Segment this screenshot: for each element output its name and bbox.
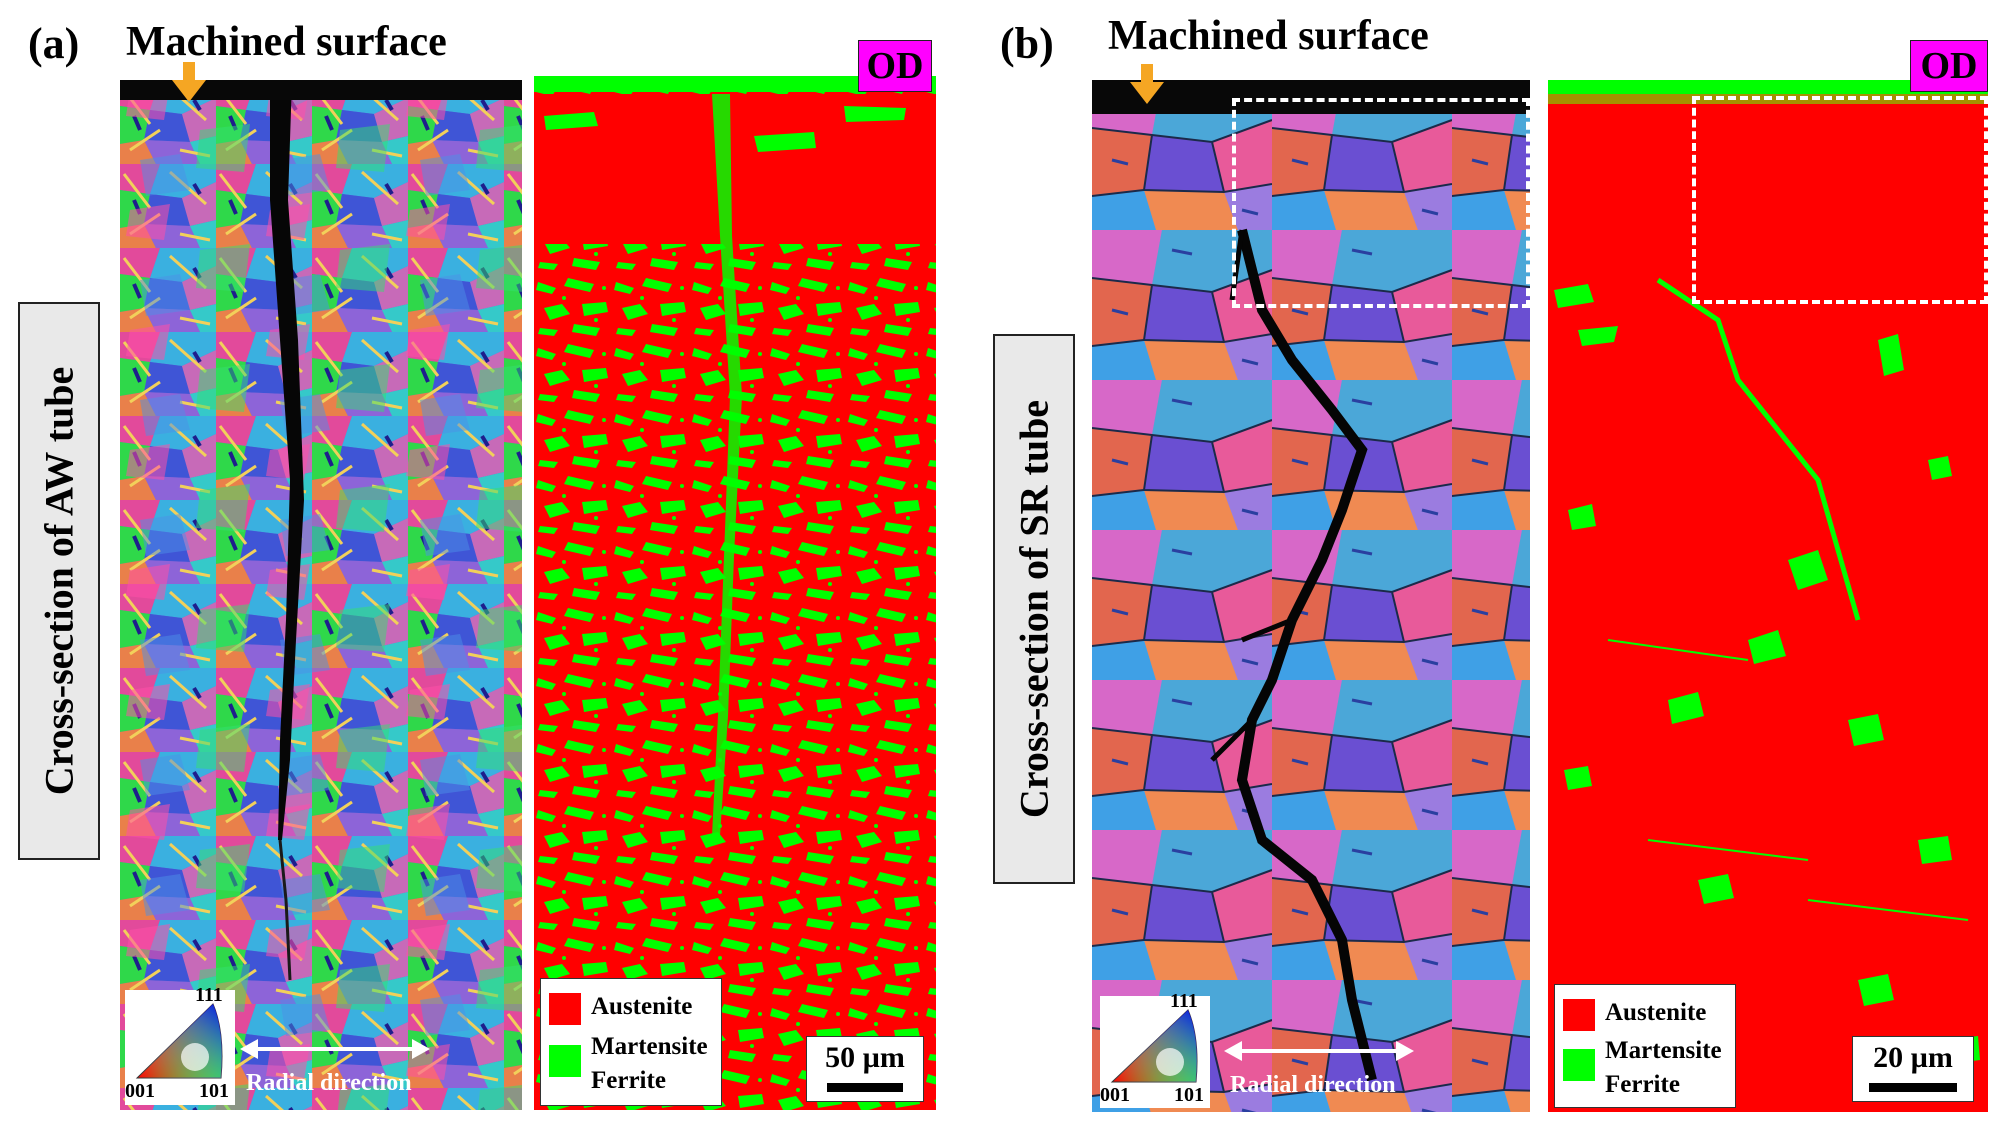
panel-a-letter: (a) bbox=[28, 19, 80, 68]
panel-a-phase-map bbox=[534, 76, 936, 1110]
panel-b-side-label: Cross-section of SR tube bbox=[1011, 399, 1057, 819]
panel-b-ipf-key: 111 001 101 bbox=[1100, 990, 1210, 1108]
panel-a-side-label: Cross-section of AW tube bbox=[36, 366, 82, 796]
panel-a-scale-line bbox=[827, 1083, 903, 1092]
panel-a-ipf-111: 111 bbox=[195, 984, 223, 1006]
panel-a-ipf-map-graphic bbox=[120, 80, 522, 1110]
panel-b-legend-austenite-swatch bbox=[1563, 999, 1595, 1031]
panel-a-legend-austenite: Austenite bbox=[591, 993, 693, 1020]
panel-a-legend-martensite-swatch bbox=[549, 1045, 581, 1077]
panel-a-legend-austenite-swatch bbox=[549, 993, 581, 1025]
panel-b-title: Machined surface bbox=[1108, 13, 1429, 59]
panel-a-ipf-map bbox=[120, 80, 522, 1110]
panel-a-ipf-key: 111 001 101 bbox=[125, 984, 235, 1105]
panel-a-legend-martensite: Martensite bbox=[591, 1033, 708, 1060]
panel-a-ipf-101: 101 bbox=[199, 1080, 229, 1102]
panel-b-ipf-111: 111 bbox=[1170, 990, 1198, 1012]
panel-b-scale-line bbox=[1869, 1083, 1957, 1092]
panel-b-scale-bar: 20 µm bbox=[1852, 1036, 1974, 1102]
panel-b-ipf-101: 101 bbox=[1174, 1084, 1204, 1106]
panel-a-scale-label: 50 µm bbox=[825, 1041, 905, 1074]
panel-b-side-label-box: Cross-section of SR tube bbox=[993, 334, 1075, 884]
panel-b-ipf-001: 001 bbox=[1100, 1084, 1130, 1106]
panel-a-radial-label: Radial direction bbox=[246, 1070, 412, 1096]
panel-b-scale-label: 20 µm bbox=[1873, 1041, 1953, 1074]
panel-b-surface-arrow-icon bbox=[1130, 64, 1164, 104]
panel-a-ipf-001: 001 bbox=[125, 1080, 155, 1102]
panel-b-phase-map-graphic bbox=[1548, 80, 1988, 1112]
panel-b-ipf-triangle-icon bbox=[1110, 1009, 1198, 1083]
panel-a-od-badge: OD bbox=[858, 40, 932, 92]
panel-b-ipf-map bbox=[1092, 80, 1530, 1112]
panel-b-phase-map bbox=[1548, 80, 1988, 1112]
panel-b-legend-martensite: Martensite bbox=[1605, 1037, 1722, 1064]
panel-a-scale-bar: 50 µm bbox=[806, 1036, 924, 1102]
panel-b-radial-arrow-icon bbox=[1224, 1041, 1414, 1061]
panel-b-od-badge: OD bbox=[1910, 40, 1988, 92]
panel-a-phase-legend: Austenite Martensite Ferrite bbox=[540, 978, 722, 1106]
panel-a-title: Machined surface bbox=[126, 19, 447, 65]
panel-a-phase-map-graphic bbox=[534, 76, 936, 1110]
panel-a-radial-arrow-icon bbox=[240, 1039, 430, 1059]
panel-b-phase-highlight-box bbox=[1692, 96, 1988, 304]
panel-b-ipf-map-graphic bbox=[1092, 80, 1530, 1112]
panel-b-surface-band bbox=[1092, 80, 1530, 114]
panel-a-legend-ferrite: Ferrite bbox=[591, 1067, 666, 1094]
panel-b-legend-austenite: Austenite bbox=[1605, 999, 1707, 1026]
panel-a-side-label-box: Cross-section of AW tube bbox=[18, 302, 100, 860]
panel-b-radial-label: Radial direction bbox=[1230, 1072, 1396, 1098]
panel-b-legend-martensite-swatch bbox=[1563, 1049, 1595, 1081]
panel-b-ipf-highlight-box bbox=[1232, 98, 1530, 308]
panel-b-legend-ferrite: Ferrite bbox=[1605, 1071, 1680, 1098]
panel-a-surface-band bbox=[120, 80, 522, 100]
panel-a-surface-arrow-icon bbox=[172, 62, 206, 102]
panel-a-ipf-triangle-icon bbox=[135, 1003, 223, 1079]
panel-b-letter: (b) bbox=[1000, 19, 1054, 68]
panel-b-phase-legend: Austenite Martensite Ferrite bbox=[1554, 984, 1736, 1108]
